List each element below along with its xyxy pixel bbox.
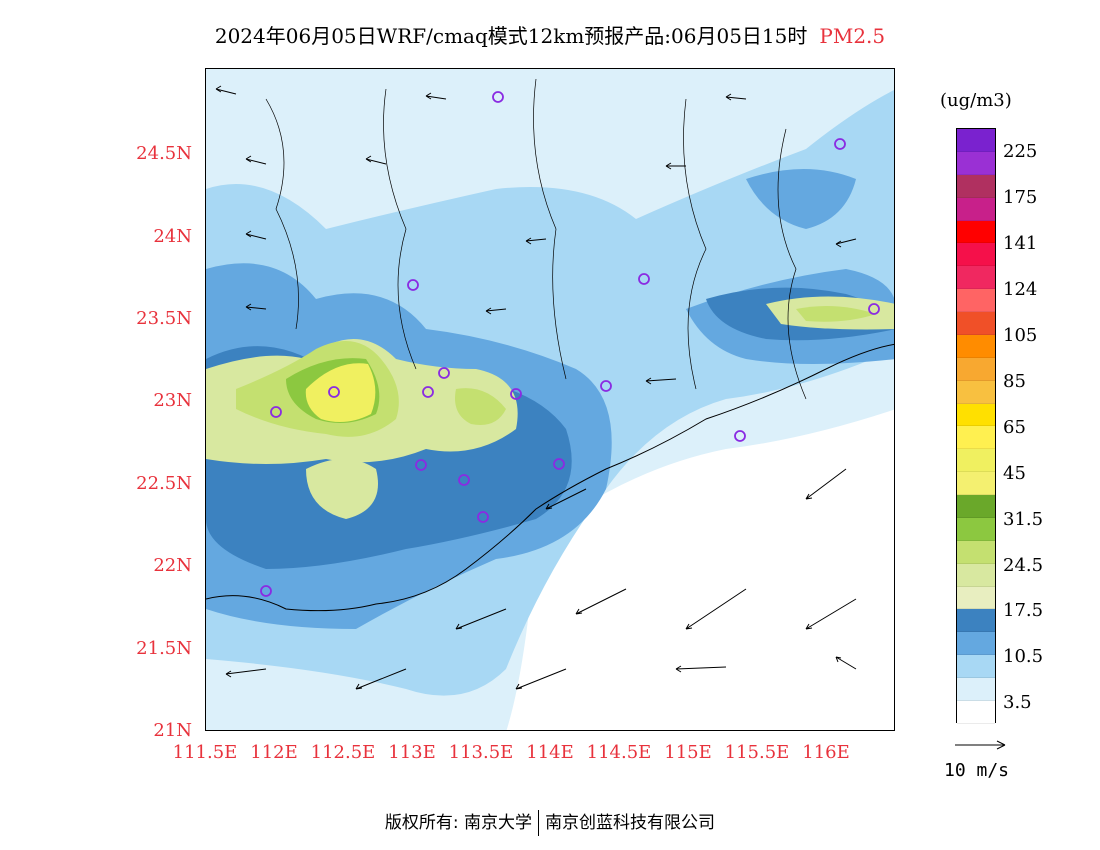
legend-colorbar [956,128,996,724]
x-tick-label: 114.5E [586,742,652,763]
map-panel [205,68,895,731]
legend-label: 175 [1003,187,1038,208]
legend-label: 17.5 [1003,600,1044,621]
legend-swatch [957,220,995,244]
legend-swatch [957,563,995,587]
legend-label: 105 [1003,325,1038,346]
legend-swatch [957,289,995,312]
legend-swatch [957,129,995,152]
legend-unit: (ug/m3) [940,90,1012,111]
legend-label: 124 [1003,279,1038,300]
y-tick-label: 22.5N [136,473,192,494]
legend-swatch [957,174,995,198]
x-tick-label: 113E [388,742,436,763]
legend-swatch [957,426,995,450]
copyright: 版权所有: 南京大学 南京创蓝科技有限公司 [0,808,1100,836]
pm-band-medium-ne [746,169,856,229]
legend-swatch [957,197,995,221]
y-tick-label: 24N [153,226,192,247]
x-tick-label: 116E [802,742,850,763]
legend-label: 85 [1003,371,1026,392]
pm-band-green-2 [455,388,506,425]
legend-swatch [957,151,995,175]
legend-swatch [957,609,995,633]
x-tick-label: 113.5E [448,742,514,763]
y-tick-label: 21N [153,720,192,741]
legend-swatch [957,495,995,518]
legend-label: 225 [1003,141,1038,162]
legend-swatch [957,700,995,724]
legend-swatch [957,403,995,427]
legend-label: 3.5 [1003,692,1032,713]
x-tick-label: 115E [664,742,712,763]
station-markers [260,91,880,597]
legend-swatch [957,472,995,495]
wind-reference-arrow [955,740,1006,750]
wind-reference-label: 10 m/s [944,760,1010,781]
y-tick-label: 24.5N [136,143,192,164]
pm-hotspot-yellow [305,363,376,423]
legend-swatch [957,357,995,381]
y-tick-label: 23N [153,390,192,411]
x-tick-label: 112.5E [310,742,376,763]
legend-label: 65 [1003,417,1026,438]
y-tick-label: 23.5N [136,308,192,329]
sea-area-clean [506,409,894,730]
pm25-map [206,69,894,730]
copyright-separator [538,810,540,836]
legend-label: 31.5 [1003,509,1044,530]
province-boundaries [265,78,807,400]
legend-label: 45 [1003,463,1026,484]
copyright-right: 南京创蓝科技有限公司 [545,813,716,833]
legend-swatch [957,632,995,656]
legend-swatch [957,449,995,473]
title-pollutant: PM2.5 [819,24,886,48]
legend-swatch [957,243,995,267]
title-main: 2024年06月05日WRF/cmaq模式12km预报产品:06月05日15时 [214,24,808,48]
x-tick-label: 111.5E [172,742,238,763]
legend-swatch [957,540,995,564]
x-tick-label: 112E [250,742,298,763]
legend-swatch [957,312,995,335]
x-tick-label: 114E [526,742,574,763]
pm-band-green-east [796,305,876,322]
legend-label: 24.5 [1003,555,1044,576]
x-tick-label: 115.5E [724,742,790,763]
wind-vectors [215,85,857,690]
legend-label: 10.5 [1003,646,1044,667]
legend-swatch [957,678,995,701]
y-tick-label: 22N [153,555,192,576]
copyright-left: 版权所有: 南京大学 [384,813,533,833]
chart-title: 2024年06月05日WRF/cmaq模式12km预报产品:06月05日15时 P… [0,20,1100,49]
legend-swatch [957,334,995,358]
pm-band-pale-green-south [306,459,378,519]
legend-swatch [957,380,995,404]
legend-swatch [957,586,995,610]
legend-label: 141 [1003,233,1038,254]
legend-swatch [957,517,995,541]
coastline [206,343,894,612]
y-tick-label: 21.5N [136,638,192,659]
legend-swatch [957,266,995,290]
legend-swatch [957,655,995,678]
